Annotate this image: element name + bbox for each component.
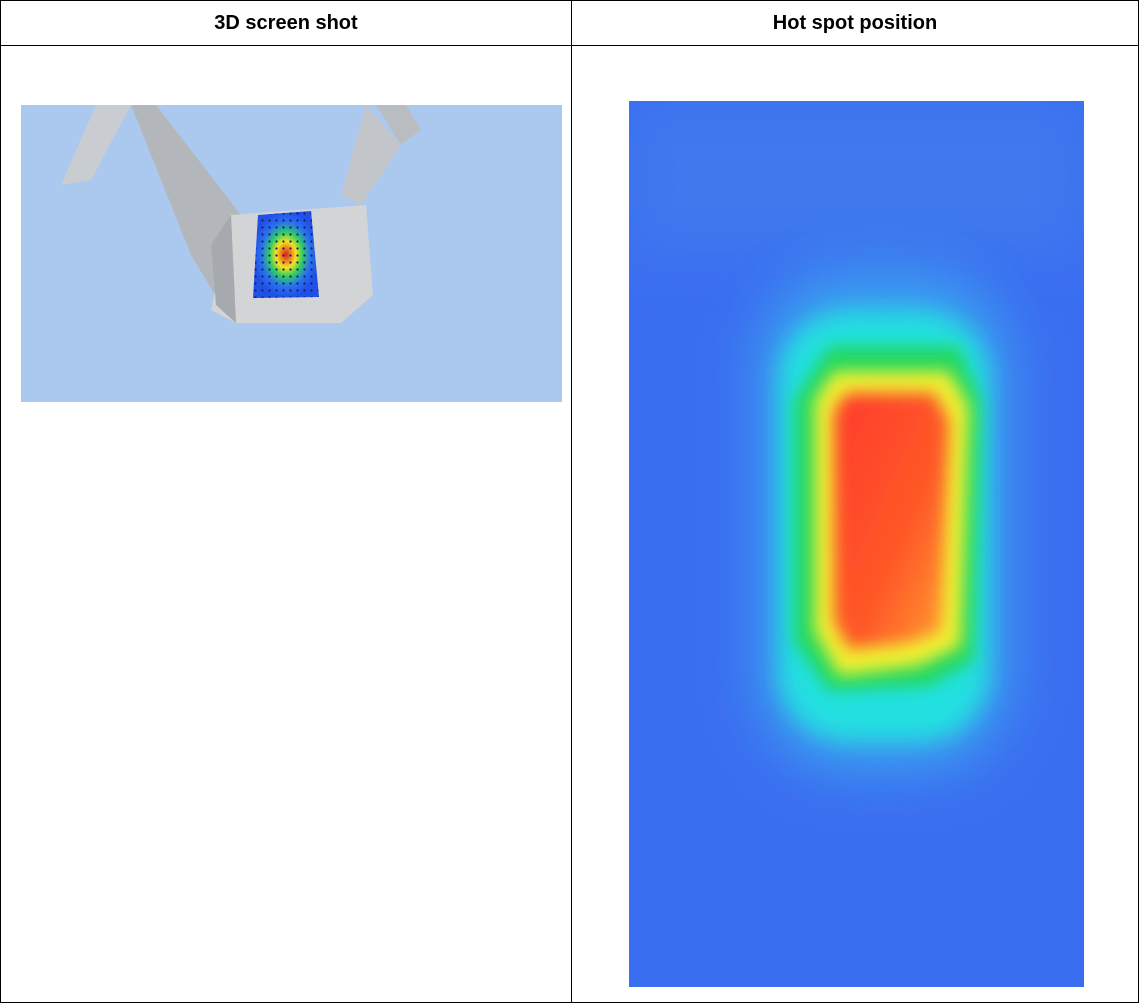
row-divider: [1, 45, 1138, 46]
header-cell: Hot spot position: [772, 12, 938, 34]
column-divider: [571, 1, 572, 1002]
hot-spot-heatmap: [629, 101, 1084, 987]
header-cell: 3D screen shot: [214, 12, 358, 34]
screenshot-3d: [21, 105, 562, 402]
